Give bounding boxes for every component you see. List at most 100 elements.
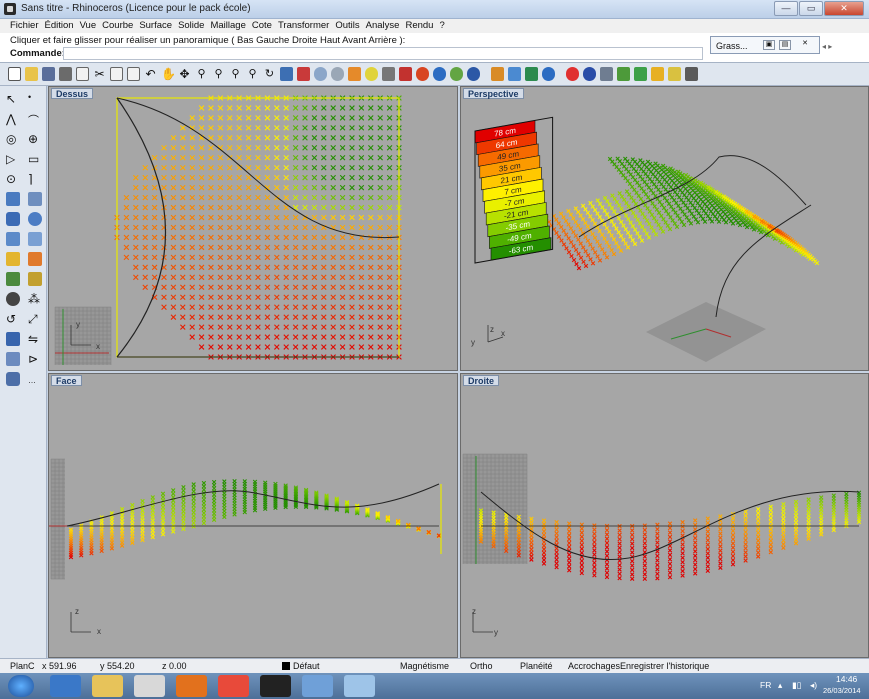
arc-icon[interactable]: ▷ [6, 152, 16, 166]
extrude-icon[interactable] [28, 192, 42, 206]
menu-courbe[interactable]: Courbe [102, 20, 134, 31]
cylinder-icon[interactable] [6, 232, 20, 246]
viewport-top[interactable]: Dessus x y [48, 86, 458, 371]
scale-icon[interactable]: ⤢ [28, 312, 38, 326]
panel-maximize-icon[interactable]: ▤ [779, 40, 791, 50]
tray-arrow-icon[interactable]: ▴ [778, 680, 783, 690]
viewport-perspective[interactable]: Perspective 78 cm 64 cm 49 cm 35 cm 21 cm 7 c… [460, 86, 869, 371]
zoom-window-icon[interactable]: ⚲ [214, 68, 223, 80]
trim-icon[interactable] [6, 272, 20, 286]
more-tools-icon[interactable]: … [28, 376, 36, 385]
close-button[interactable]: ✕ [824, 1, 864, 16]
snapshot-icon[interactable] [331, 67, 344, 81]
start-button-icon[interactable] [8, 675, 34, 697]
ie-icon[interactable] [50, 675, 81, 697]
properties-icon[interactable] [433, 67, 446, 81]
analyze-icon[interactable] [450, 67, 463, 81]
render-box-icon[interactable] [6, 372, 20, 386]
open-folder-icon[interactable] [25, 67, 38, 81]
dimension-icon[interactable] [6, 352, 20, 366]
rhino-task-icon[interactable] [260, 675, 291, 697]
viewport-front-title[interactable]: Face [51, 375, 82, 386]
array-icon[interactable] [6, 332, 20, 346]
point-icon[interactable]: • [28, 92, 32, 102]
menu-rendu[interactable]: Rendu [405, 20, 434, 31]
gumball-icon[interactable] [508, 67, 521, 81]
fillet-icon[interactable]: ⌉ [28, 172, 33, 186]
layer-icon[interactable] [399, 67, 412, 81]
set-cplane-icon[interactable] [297, 67, 310, 81]
group-icon[interactable] [6, 292, 20, 306]
mirror-icon[interactable]: ⇋ [28, 332, 39, 346]
pan-hand-icon[interactable]: ✋ [161, 67, 176, 81]
lock-icon[interactable] [382, 67, 395, 81]
polyline-icon[interactable]: ⋀ [6, 112, 16, 126]
save-icon[interactable] [42, 67, 55, 81]
zoom-icon[interactable]: ⚲ [197, 68, 206, 80]
move-icon[interactable]: ✥ [179, 67, 190, 81]
warning-icon[interactable] [651, 67, 664, 81]
maximize-button[interactable]: ▭ [799, 1, 823, 16]
explode-icon[interactable] [28, 252, 42, 266]
tray-network-icon[interactable]: ▮▯ [792, 680, 802, 690]
status-layer[interactable]: Défaut [293, 661, 320, 671]
plugin-icon[interactable] [685, 67, 698, 81]
menu-cote[interactable]: Cote [251, 20, 272, 31]
circle-icon[interactable]: ◎ [6, 132, 17, 146]
rectangle-icon[interactable]: ▭ [28, 152, 40, 166]
status-planeite[interactable]: Planéité [520, 661, 553, 671]
render-icon[interactable] [467, 67, 480, 81]
menu-surface[interactable]: Surface [139, 20, 173, 31]
template-icon[interactable] [76, 67, 89, 81]
menu-transformer[interactable]: Transformer [277, 20, 330, 31]
menu-edition[interactable]: Édition [44, 20, 74, 31]
status-accrochages[interactable]: Accrochages [568, 661, 621, 671]
tray-volume-icon[interactable]: ◂) [810, 680, 818, 690]
viewport-front[interactable]: Face z x [48, 373, 458, 658]
command-input[interactable] [63, 47, 703, 60]
box-icon[interactable] [6, 212, 20, 226]
firefox-icon[interactable] [176, 675, 207, 697]
osnap-icon[interactable] [348, 67, 361, 81]
boolean-icon[interactable] [6, 252, 20, 266]
split-icon[interactable] [28, 272, 42, 286]
media-player-icon[interactable] [134, 675, 165, 697]
status-magnetisme[interactable]: Magnétisme [400, 661, 450, 671]
menu-analyse[interactable]: Analyse [365, 20, 400, 31]
light-bulb-icon[interactable] [365, 67, 378, 81]
rotate-view-icon[interactable]: ↻ [264, 68, 275, 80]
menu-vue[interactable]: Vue [79, 20, 97, 31]
polygon-icon[interactable]: ⊙ [6, 172, 17, 186]
status-plane[interactable]: PlanC [10, 661, 35, 671]
menu-help[interactable]: ? [439, 20, 445, 31]
text-icon[interactable]: ⊳ [28, 352, 39, 366]
undo-icon[interactable]: ↶ [145, 67, 156, 81]
four-viewports-icon[interactable] [280, 67, 293, 81]
zoom-selected-icon[interactable]: ⚲ [248, 68, 257, 80]
viewport-top-title[interactable]: Dessus [51, 88, 94, 99]
ellipse-icon[interactable]: ⊕ [28, 132, 39, 146]
command-scroll-arrows[interactable]: ◂ ▸ [822, 42, 833, 51]
plant-icon[interactable] [617, 67, 630, 81]
select-arrow-icon[interactable]: ↖ [6, 92, 17, 106]
material-icon[interactable] [416, 67, 429, 81]
status-historique[interactable]: Enregistrer l'historique [620, 661, 710, 671]
environment-icon[interactable] [600, 67, 613, 81]
paint-icon[interactable] [344, 675, 375, 697]
rotate-icon[interactable]: ↺ [6, 312, 17, 326]
shade-icon[interactable] [314, 67, 327, 81]
copy-icon[interactable] [110, 67, 123, 81]
chrome-icon[interactable] [218, 675, 249, 697]
viewport-right[interactable]: Droite z y [460, 373, 869, 658]
grasshopper-panel[interactable]: Grass... ▣ ▤ ✕ [710, 36, 820, 54]
panel-restore-icon[interactable]: ▣ [763, 40, 775, 50]
menu-outils[interactable]: Outils [335, 20, 360, 31]
render-sphere-blue-icon[interactable] [583, 67, 596, 81]
texture-icon[interactable] [634, 67, 647, 81]
viewport-perspective-title[interactable]: Perspective [463, 88, 524, 99]
viewport-right-title[interactable]: Droite [463, 375, 500, 386]
zoom-extents-icon[interactable]: ⚲ [231, 68, 240, 80]
new-file-icon[interactable] [8, 67, 21, 81]
window-task-icon[interactable] [302, 675, 333, 697]
status-ortho[interactable]: Ortho [470, 661, 493, 671]
